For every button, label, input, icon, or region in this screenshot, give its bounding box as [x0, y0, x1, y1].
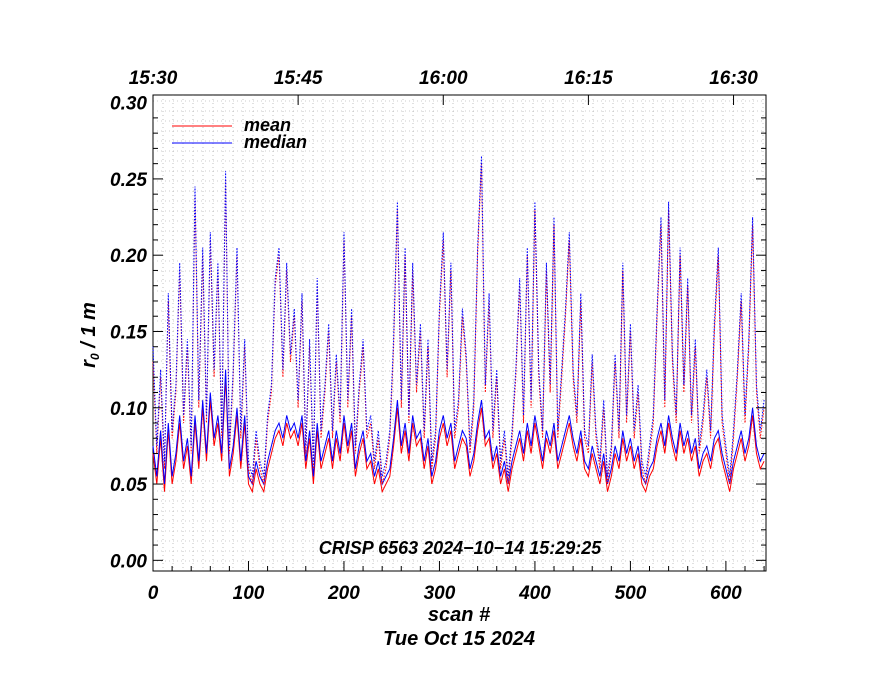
- top-time-tick-label: 16:00: [419, 68, 468, 89]
- series-mean-dotted: [152, 163, 765, 485]
- legend-label-median: median: [244, 132, 307, 152]
- plot-frame: [152, 94, 767, 572]
- x-tick-label: 0: [148, 583, 159, 604]
- y-axis-subscript: 0: [88, 353, 102, 360]
- x-tick-label: 300: [424, 583, 456, 604]
- y-tick-label: 0.15: [110, 322, 147, 343]
- series-mean: [152, 377, 765, 494]
- top-time-tick-label: 16:15: [564, 68, 613, 89]
- x-tick-label: 200: [327, 583, 360, 604]
- x-axis-title: scan #: [428, 604, 491, 626]
- y-axis-units: / 1 m: [78, 302, 100, 353]
- top-time-tick-label: 15:45: [274, 68, 323, 89]
- y-axis-title: r0 / 1 m: [78, 302, 102, 368]
- y-tick-label: 0.25: [110, 170, 147, 191]
- top-time-tick-label: 15:30: [129, 68, 178, 89]
- x-axis-date-label: Tue Oct 15 2024: [383, 628, 535, 650]
- series-layer: [152, 155, 765, 494]
- legend: mean median: [172, 115, 307, 152]
- x-tick-label: 500: [615, 583, 647, 604]
- x-tick-label: 600: [710, 583, 742, 604]
- observation-annotation: CRISP 6563 2024−10−14 15:29:25: [319, 538, 603, 558]
- x-tick-label: 100: [233, 583, 265, 604]
- y-tick-label: 0.20: [110, 246, 147, 267]
- x-tick-label: 400: [518, 583, 551, 604]
- legend-label-mean: mean: [244, 115, 291, 135]
- y-tick-label: 0.10: [110, 399, 147, 420]
- y-tick-label: 0.05: [110, 475, 147, 496]
- y-tick-label: 0.00: [110, 551, 147, 572]
- series-median: [152, 369, 765, 486]
- y-tick-label: 0.30: [110, 94, 147, 115]
- ticks-layer: 0 100 200 300 400 500 600 0.00 0.05 0.10 0.15 0.20 0…: [110, 68, 766, 604]
- grid-layer: [153, 95, 766, 571]
- top-time-tick-label: 16:30: [709, 68, 758, 89]
- series-median-dotted: [152, 155, 765, 477]
